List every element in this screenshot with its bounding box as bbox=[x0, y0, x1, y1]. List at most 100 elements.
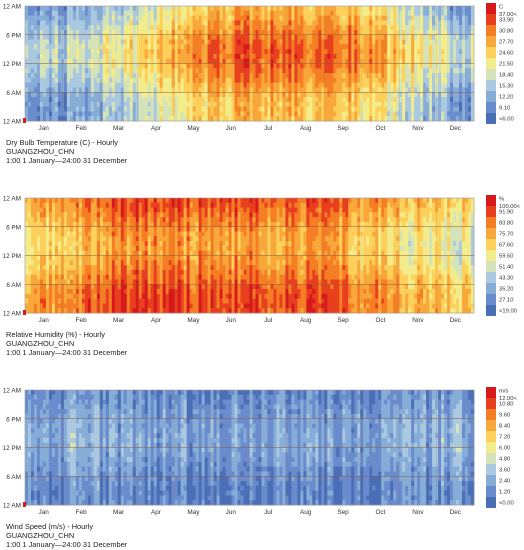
heatmap-cell bbox=[171, 34, 176, 40]
heatmap-cell bbox=[42, 53, 47, 60]
heatmap-cell bbox=[246, 20, 250, 26]
heatmap-cell bbox=[186, 284, 191, 290]
heatmap-cell bbox=[261, 87, 265, 93]
heatmap-cell bbox=[105, 236, 110, 242]
heatmap-cell bbox=[315, 10, 319, 16]
heatmap-cell bbox=[54, 245, 59, 252]
heatmap-cell bbox=[120, 44, 125, 50]
heatmap-cell bbox=[219, 63, 223, 69]
heatmap-cell bbox=[222, 15, 226, 21]
heatmap-cell bbox=[171, 97, 176, 103]
heatmap-cell bbox=[144, 250, 149, 256]
heatmap-cell bbox=[27, 68, 32, 74]
heatmap-cell bbox=[144, 308, 149, 314]
heatmap-cell bbox=[453, 15, 457, 21]
heatmap-cell bbox=[60, 279, 65, 285]
heatmap-cell bbox=[150, 10, 155, 16]
heatmap-cell bbox=[303, 92, 307, 98]
heatmap-cell bbox=[240, 111, 244, 117]
heatmap-cell bbox=[102, 29, 107, 36]
heatmap-cell bbox=[363, 20, 367, 26]
heatmap-cell bbox=[168, 44, 173, 50]
heatmap-cell bbox=[228, 63, 232, 69]
heatmap-cell bbox=[63, 10, 68, 16]
heatmap-cell bbox=[120, 116, 125, 122]
heatmap-cell bbox=[186, 212, 191, 218]
heatmap-cell bbox=[105, 101, 110, 108]
heatmap-cell bbox=[231, 73, 235, 79]
heatmap-cell bbox=[45, 298, 50, 304]
heatmap-cell bbox=[432, 49, 436, 55]
heatmap-cell bbox=[162, 58, 167, 64]
heatmap-cell bbox=[57, 111, 62, 117]
heatmap-cell bbox=[162, 87, 167, 93]
heatmap-cell bbox=[303, 68, 307, 74]
heatmap-cell bbox=[276, 68, 280, 74]
heatmap-cell bbox=[87, 231, 92, 237]
heatmap-cell bbox=[240, 82, 244, 88]
heatmap-cell bbox=[192, 73, 197, 79]
heatmap-cell bbox=[402, 10, 406, 16]
heatmap-cell bbox=[144, 49, 149, 55]
heatmap-cell bbox=[174, 39, 179, 45]
heatmap-cells bbox=[25, 198, 475, 314]
heatmap-cell bbox=[372, 15, 376, 21]
heatmap-cell bbox=[174, 308, 179, 314]
heatmap-cell bbox=[249, 6, 253, 12]
heatmap-cell bbox=[183, 97, 188, 103]
heatmap-cell bbox=[51, 269, 56, 276]
heatmap-cell bbox=[186, 298, 191, 304]
heatmap-cell bbox=[51, 77, 56, 84]
heatmap-cell bbox=[141, 63, 146, 69]
heatmap-cell bbox=[273, 101, 277, 108]
heatmap-cell bbox=[54, 269, 59, 276]
heatmap-cell bbox=[150, 39, 155, 45]
heatmap-cell bbox=[72, 269, 77, 276]
heatmap-cell bbox=[204, 87, 208, 93]
heatmap-cell bbox=[162, 245, 167, 252]
heatmap-cell bbox=[153, 284, 158, 290]
heatmap-cell bbox=[111, 25, 116, 31]
heatmap-cell bbox=[405, 6, 409, 12]
heatmap-cell bbox=[48, 260, 53, 266]
heatmap-cell bbox=[66, 217, 71, 223]
heatmap-cell bbox=[414, 44, 418, 50]
heatmap-cell bbox=[144, 44, 149, 50]
heatmap-cell bbox=[339, 39, 343, 45]
heatmap-cell bbox=[141, 226, 146, 232]
heatmap-cell bbox=[381, 25, 385, 31]
heatmap-cell bbox=[186, 116, 191, 122]
heatmap-cell bbox=[60, 49, 65, 55]
heatmap-cell bbox=[39, 279, 44, 285]
heatmap-cell bbox=[240, 20, 244, 26]
heatmap-cell bbox=[243, 106, 247, 112]
heatmap-cell bbox=[294, 39, 298, 45]
heatmap-cell bbox=[63, 308, 68, 314]
heatmap-cell bbox=[357, 25, 361, 31]
heatmap-cell bbox=[198, 44, 202, 50]
heatmap-cell bbox=[435, 97, 439, 103]
heatmap-cell bbox=[204, 97, 208, 103]
heatmap-cell bbox=[441, 63, 445, 69]
heatmap-cell bbox=[249, 49, 253, 55]
heatmap-cell bbox=[111, 298, 116, 304]
heatmap-cell bbox=[54, 293, 59, 300]
heatmap-cell bbox=[369, 106, 373, 112]
heatmap-cell bbox=[351, 106, 355, 112]
heatmap-cell bbox=[72, 308, 77, 314]
heatmap-cell bbox=[468, 97, 472, 103]
heatmap-cell bbox=[123, 274, 128, 280]
heatmap-cell bbox=[171, 202, 176, 208]
heatmap-cell bbox=[339, 111, 343, 117]
heatmap-cell bbox=[354, 77, 358, 84]
heatmap-cell bbox=[402, 101, 406, 108]
heatmap-cell bbox=[114, 15, 119, 21]
heatmap-cell bbox=[420, 44, 424, 50]
heatmap-cell bbox=[444, 92, 448, 98]
heatmap-cell bbox=[465, 77, 469, 84]
heatmap-cell bbox=[168, 293, 173, 300]
heatmap-cell bbox=[405, 82, 409, 88]
heatmap-cell bbox=[120, 53, 125, 60]
heatmap-cell bbox=[237, 44, 241, 50]
heatmap-cell bbox=[159, 111, 164, 117]
